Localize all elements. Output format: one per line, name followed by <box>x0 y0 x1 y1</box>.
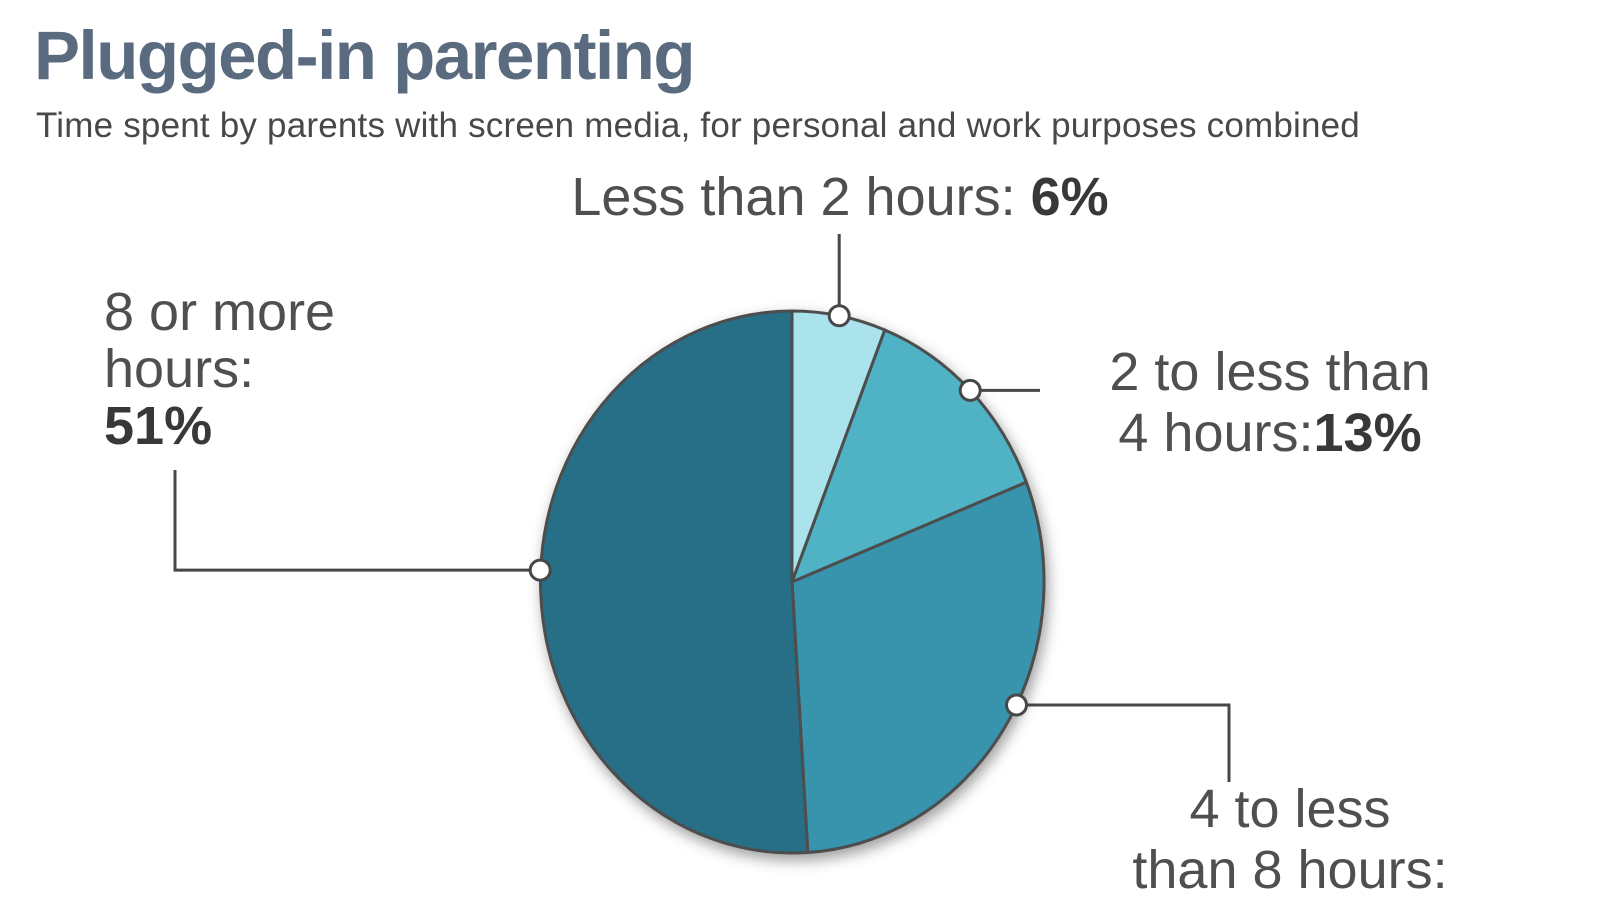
slice-label-text: 4 hours: <box>1118 403 1314 463</box>
callout-marker-0 <box>827 304 851 328</box>
chart-title: Plugged-in parenting <box>34 17 695 94</box>
slice-value: 6% <box>1030 167 1109 227</box>
slice-value: 51% <box>104 396 213 456</box>
callout-marker-1 <box>958 378 982 402</box>
slice-label-text: 2 to less than <box>1109 342 1431 402</box>
pie-slice-2 <box>790 480 1046 854</box>
callout-marker-2 <box>1005 693 1028 717</box>
pie-slice-3 <box>539 309 810 855</box>
slice-label-text: hours: <box>104 339 255 399</box>
callout-markers <box>528 304 1028 717</box>
callout-marker-3 <box>528 558 552 582</box>
leader-line-2 <box>1016 703 1231 782</box>
slice-value: 13% <box>1313 403 1422 463</box>
slice-label-text: 8 or more <box>104 282 336 342</box>
leader-lines <box>173 234 1231 782</box>
chart-subtitle: Time spent by parents with screen media,… <box>36 106 1360 145</box>
slice-label-8-or-more-hours: 8 or more hours: 51% <box>104 284 524 455</box>
pie-slices <box>539 309 1046 855</box>
slice-label-less-than-2-hours: Less than 2 hours: 6% <box>440 167 1240 228</box>
slice-label-text: Less than 2 hours: <box>571 167 1031 227</box>
slice-label-text: 4 to less <box>1189 779 1391 839</box>
slice-label-4-to-8-hours: 4 to less than 8 hours: <box>1070 779 1510 900</box>
slice-label-2-to-4-hours: 2 to less than 4 hours:13% <box>1050 342 1490 464</box>
slice-label-text: than 8 hours: <box>1132 840 1448 900</box>
leader-line-3 <box>173 470 541 572</box>
